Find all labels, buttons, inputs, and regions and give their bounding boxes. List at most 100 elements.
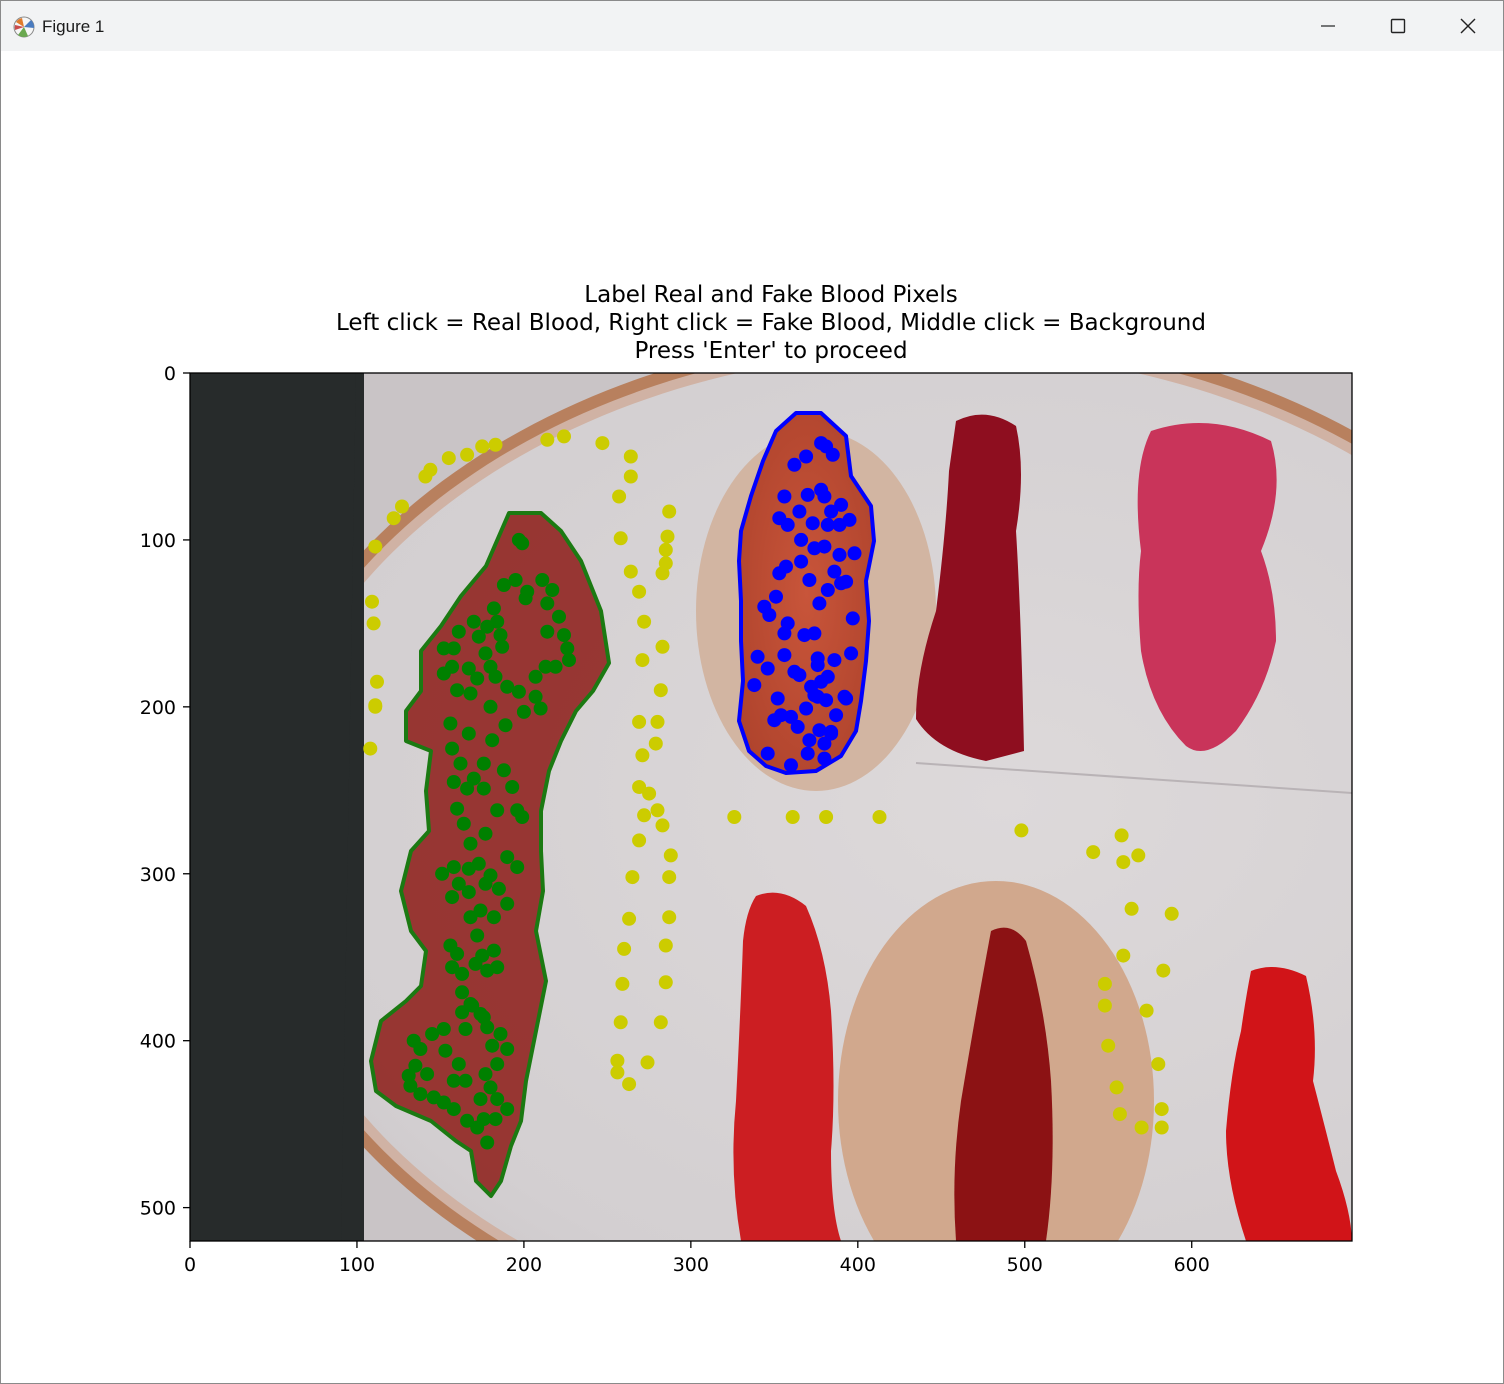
yellow-label-point bbox=[663, 848, 678, 863]
matplotlib-icon bbox=[13, 16, 35, 38]
green-label-point bbox=[480, 963, 495, 978]
dark-red-stain-bottom bbox=[954, 927, 1053, 1241]
close-button[interactable] bbox=[1433, 1, 1503, 51]
green-label-point bbox=[560, 641, 575, 656]
blue-label-point bbox=[772, 566, 787, 581]
minimize-button[interactable] bbox=[1293, 1, 1363, 51]
blue-label-point bbox=[814, 482, 829, 497]
green-label-point bbox=[458, 1073, 473, 1088]
yellow-label-point bbox=[653, 683, 668, 698]
blue-label-point bbox=[767, 713, 782, 728]
yellow-label-point bbox=[475, 439, 490, 454]
yellow-label-point bbox=[662, 910, 677, 925]
green-label-point bbox=[486, 601, 501, 616]
yellow-label-point bbox=[660, 529, 675, 544]
blue-label-point bbox=[794, 532, 809, 547]
green-label-point bbox=[476, 1010, 491, 1025]
green-label-point bbox=[466, 771, 481, 786]
green-label-point bbox=[496, 763, 511, 778]
green-label-point bbox=[445, 890, 460, 905]
yellow-label-point bbox=[1151, 1057, 1166, 1072]
title-bar[interactable]: Figure 1 bbox=[1, 1, 1503, 51]
yellow-label-point bbox=[650, 714, 665, 729]
green-label-point bbox=[470, 671, 485, 686]
green-label-point bbox=[478, 876, 493, 891]
blue-label-point bbox=[824, 724, 839, 739]
minimize-icon bbox=[1321, 25, 1335, 27]
green-label-point bbox=[455, 1005, 470, 1020]
yellow-label-point bbox=[365, 594, 379, 609]
background-photo bbox=[190, 373, 1352, 1241]
green-label-point bbox=[465, 998, 480, 1013]
yellow-label-point bbox=[819, 810, 834, 824]
blue-label-point bbox=[799, 449, 814, 464]
green-label-point bbox=[557, 628, 571, 643]
blue-label-point bbox=[790, 719, 805, 734]
blue-label-point bbox=[784, 709, 798, 724]
blue-label-point bbox=[825, 447, 840, 462]
yellow-label-point bbox=[615, 976, 630, 991]
blue-label-point bbox=[800, 746, 815, 761]
y-tick-label: 0 bbox=[164, 363, 176, 385]
green-label-point bbox=[498, 718, 513, 733]
axes-frame bbox=[189, 372, 1353, 1242]
green-label-point bbox=[562, 653, 576, 668]
green-label-point bbox=[461, 661, 476, 676]
yellow-label-point bbox=[612, 489, 627, 504]
pink-stain bbox=[1137, 423, 1277, 751]
green-label-point bbox=[451, 1057, 466, 1072]
green-label-point bbox=[496, 578, 511, 592]
green-label-point bbox=[478, 826, 493, 841]
yellow-label-point bbox=[1097, 998, 1112, 1013]
plot-svg[interactable]: 0 100 200 300 400 500 600 0 100 200 300 400 500 bbox=[1, 51, 1503, 1383]
yellow-label-point bbox=[662, 504, 677, 519]
yellow-label-point bbox=[368, 539, 383, 554]
red-stain-bottom-left bbox=[733, 892, 841, 1241]
green-label-point bbox=[463, 836, 478, 851]
green-label-point bbox=[490, 1057, 505, 1072]
yellow-label-point bbox=[1101, 1038, 1116, 1053]
green-label-point bbox=[490, 803, 505, 818]
green-label-point bbox=[420, 1067, 435, 1082]
blue-label-point bbox=[820, 583, 835, 597]
blue-label-point bbox=[787, 457, 802, 472]
yellow-label-point bbox=[1112, 1107, 1127, 1122]
blue-label-point bbox=[757, 599, 772, 614]
yellow-label-point bbox=[623, 469, 638, 484]
yellow-label-point bbox=[655, 818, 670, 833]
figure-canvas[interactable]: Label Real and Fake Blood Pixels Left cl… bbox=[1, 51, 1503, 1383]
blue-label-point bbox=[760, 661, 775, 676]
y-tick-label: 400 bbox=[140, 1031, 176, 1053]
blue-label-point bbox=[794, 554, 809, 569]
green-label-point bbox=[490, 1092, 505, 1107]
blue-label-point bbox=[839, 574, 854, 589]
green-label-point bbox=[510, 860, 525, 875]
yellow-label-point bbox=[658, 542, 673, 557]
yellow-label-point bbox=[610, 1065, 625, 1080]
green-label-point bbox=[545, 583, 560, 597]
green-label-point bbox=[436, 1022, 451, 1036]
yellow-label-point bbox=[1014, 823, 1029, 838]
green-label-point bbox=[518, 591, 533, 606]
yellow-label-point bbox=[632, 584, 647, 599]
yellow-label-point bbox=[1131, 848, 1146, 863]
figure-title-line-3: Press 'Enter' to proceed bbox=[634, 338, 908, 364]
yellow-label-point bbox=[1154, 1120, 1169, 1135]
green-label-point bbox=[508, 573, 523, 587]
x-tick-label: 100 bbox=[339, 1254, 375, 1276]
yellow-label-point bbox=[557, 429, 571, 444]
maximize-button[interactable] bbox=[1363, 1, 1433, 51]
x-tick-label: 300 bbox=[673, 1254, 709, 1276]
green-label-point bbox=[450, 683, 465, 698]
green-label-point bbox=[535, 573, 550, 587]
green-label-point bbox=[515, 536, 530, 551]
dark-red-stain bbox=[916, 414, 1024, 761]
green-label-point bbox=[413, 1087, 428, 1102]
blue-label-point bbox=[817, 751, 832, 766]
yellow-label-point bbox=[642, 786, 657, 801]
green-label-point bbox=[403, 1078, 418, 1093]
blue-label-point bbox=[750, 649, 765, 664]
y-tick-label: 100 bbox=[140, 530, 176, 552]
yellow-label-point bbox=[441, 451, 456, 466]
green-label-point bbox=[493, 1027, 508, 1041]
